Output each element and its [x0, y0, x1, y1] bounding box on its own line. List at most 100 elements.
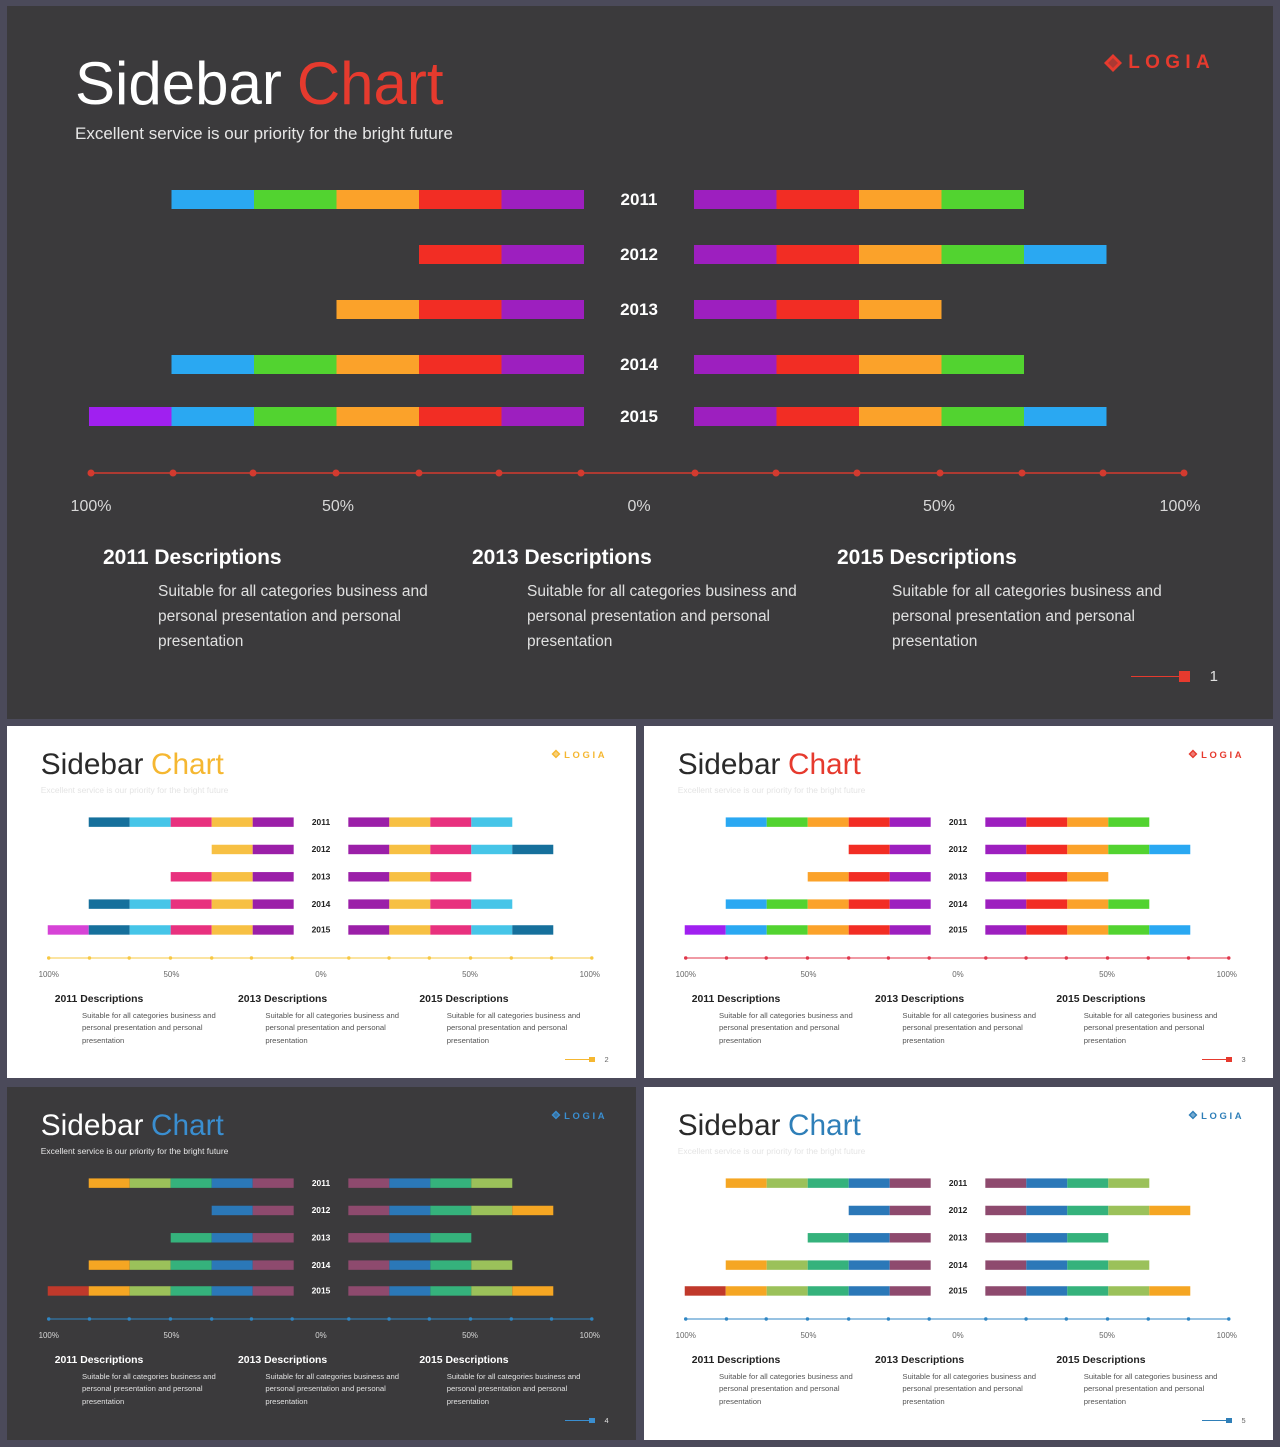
right-bar-segment-2012-3 [1067, 844, 1109, 855]
page-indicator: 3 [1202, 1054, 1246, 1064]
left-bar-segment-2013-1 [336, 300, 419, 319]
year-label-2013: 2013 [949, 1232, 968, 1242]
right-bar-segment-2012-2 [389, 1205, 431, 1216]
right-bar-segment-2015-2 [776, 407, 859, 426]
slide-subtitle: Excellent service is our priority for th… [40, 784, 229, 795]
axis-dot [1180, 469, 1188, 477]
description-block: 2011 Descriptions Suitable for all catego… [692, 994, 863, 1047]
right-bar-segment-2013-1 [348, 872, 390, 882]
year-label-2014: 2014 [312, 1260, 331, 1270]
left-bar-segment-2015-6 [252, 1286, 294, 1296]
title-main: Sidebar [40, 747, 144, 781]
slide-4[interactable]: Sidebar Chart Excellent service is our pri… [7, 1087, 636, 1440]
right-bar-segment-2015-5 [1024, 407, 1107, 426]
right-bar-segment-2014-2 [389, 899, 431, 909]
title-accent: Chart [787, 747, 861, 781]
right-bar-segment-2012-5 [512, 1205, 554, 1216]
axis-tick-label: 50% [922, 498, 956, 515]
axis-dot [290, 956, 294, 960]
axis-dot [772, 469, 780, 477]
pager-square-icon [1226, 1417, 1232, 1424]
axis-dot [805, 1317, 810, 1321]
left-bar-segment-2011-2 [254, 190, 337, 209]
right-bar-segment-2015-1 [348, 1286, 390, 1296]
description-text: Suitable for all categories business and… [1083, 1010, 1218, 1045]
axis-dot [1105, 1317, 1110, 1321]
left-bar-segment-2015-1 [684, 925, 726, 935]
slide-5[interactable]: Sidebar Chart Excellent service is our pri… [644, 1087, 1273, 1440]
right-bar-segment-2014-4 [471, 899, 513, 909]
left-bar-segment-2014-5 [889, 1260, 931, 1270]
year-label-2012: 2012 [312, 844, 331, 854]
left-bar-segment-2014-1 [725, 899, 767, 909]
right-bar-segment-2015-4 [941, 407, 1024, 426]
left-bar-segment-2011-2 [766, 1178, 808, 1188]
year-label-2015: 2015 [949, 1286, 968, 1296]
sidebar-chart: 2011 2012 2013 2014 2015 [87, 190, 1188, 477]
axis-dot [468, 1317, 473, 1321]
left-bar-segment-2015-5 [419, 407, 502, 426]
axis-tick-label: 0% [627, 498, 651, 515]
axis-dot [347, 956, 351, 960]
pager-line [1202, 1419, 1227, 1421]
right-bar-segment-2012-4 [471, 1205, 513, 1216]
left-bar-segment-2011-2 [129, 817, 171, 827]
right-bar-segment-2011-3 [430, 1178, 472, 1188]
axis-dot [886, 956, 891, 960]
left-bar-segment-2015-5 [211, 925, 253, 935]
right-bar-segment-2013-3 [1067, 872, 1109, 882]
description-title: 2011 Descriptions [691, 994, 781, 1006]
left-bar-segment-2014-1 [725, 1260, 767, 1270]
right-bar-segment-2011-3 [1067, 1178, 1109, 1188]
right-bar-segment-2011-2 [389, 817, 431, 827]
left-bar-segment-2011-1 [88, 1178, 130, 1188]
right-bar-segment-2014-3 [859, 355, 942, 374]
axis-tick-label: 0% [952, 970, 964, 980]
right-bar-segment-2011-1 [348, 1178, 390, 1188]
right-bar-segment-2011-4 [1108, 1178, 1150, 1188]
slide-3[interactable]: Sidebar Chart Excellent service is our pri… [644, 726, 1273, 1078]
year-label-2011: 2011 [312, 817, 331, 827]
description-block: 2013 Descriptions Suitable for all catego… [238, 994, 409, 1047]
axis-tick-label: 0% [315, 1331, 327, 1341]
left-bar-segment-2015-3 [129, 1286, 171, 1296]
axis-dot [415, 469, 423, 477]
right-bar-segment-2011-4 [1108, 817, 1150, 827]
right-bar-segment-2013-3 [1067, 1233, 1109, 1243]
left-bar-segment-2011-1 [725, 817, 767, 827]
left-bar-segment-2011-3 [807, 817, 849, 827]
slide-subtitle: Excellent service is our priority for th… [40, 1145, 229, 1156]
page-number: 3 [1241, 1054, 1246, 1064]
axis-dot [127, 1317, 131, 1321]
axis-tick-label: 50% [800, 1331, 817, 1341]
slide-1[interactable]: Sidebar Chart Excellent service is our pri… [7, 6, 1273, 719]
left-bar-segment-2013-1 [807, 872, 849, 882]
axis-dot [549, 1317, 554, 1321]
left-bar-segment-2011-5 [252, 1178, 294, 1188]
brand-logo: LOGIA [1188, 1110, 1244, 1121]
left-bar-segment-2015-4 [170, 925, 212, 935]
axis-tick-label: 100% [38, 1331, 59, 1341]
left-bar-segment-2011-3 [336, 190, 419, 209]
sidebar-chart: 2011 2012 2013 2014 2015 [46, 817, 594, 960]
description-block: 2015 Descriptions Suitable for all catego… [419, 1355, 590, 1408]
axis-dot [1146, 956, 1151, 960]
description-title: 2013 Descriptions [875, 994, 965, 1006]
slide-subtitle: Excellent service is our priority for th… [677, 1145, 866, 1156]
description-text: Suitable for all categories business and… [892, 583, 1162, 650]
axis-dot [683, 956, 688, 960]
axis-dot [724, 1317, 729, 1321]
axis-dot [509, 1317, 514, 1321]
description-text: Suitable for all categories business and… [902, 1371, 1037, 1406]
left-bar-segment-2014-5 [252, 899, 294, 909]
pager-line [1202, 1058, 1227, 1060]
pager-square-icon [1226, 1056, 1232, 1063]
slide-2[interactable]: Sidebar Chart Excellent service is our pri… [7, 726, 636, 1078]
right-bar-segment-2015-4 [1108, 1286, 1150, 1296]
right-bar-segment-2014-4 [1108, 1260, 1150, 1270]
left-bar-segment-2013-1 [807, 1233, 849, 1243]
axis-dot [927, 956, 931, 960]
right-bar-segment-2012-3 [1067, 1205, 1109, 1216]
year-label-2015: 2015 [312, 1286, 331, 1296]
right-bar-segment-2012-4 [1108, 1205, 1150, 1216]
